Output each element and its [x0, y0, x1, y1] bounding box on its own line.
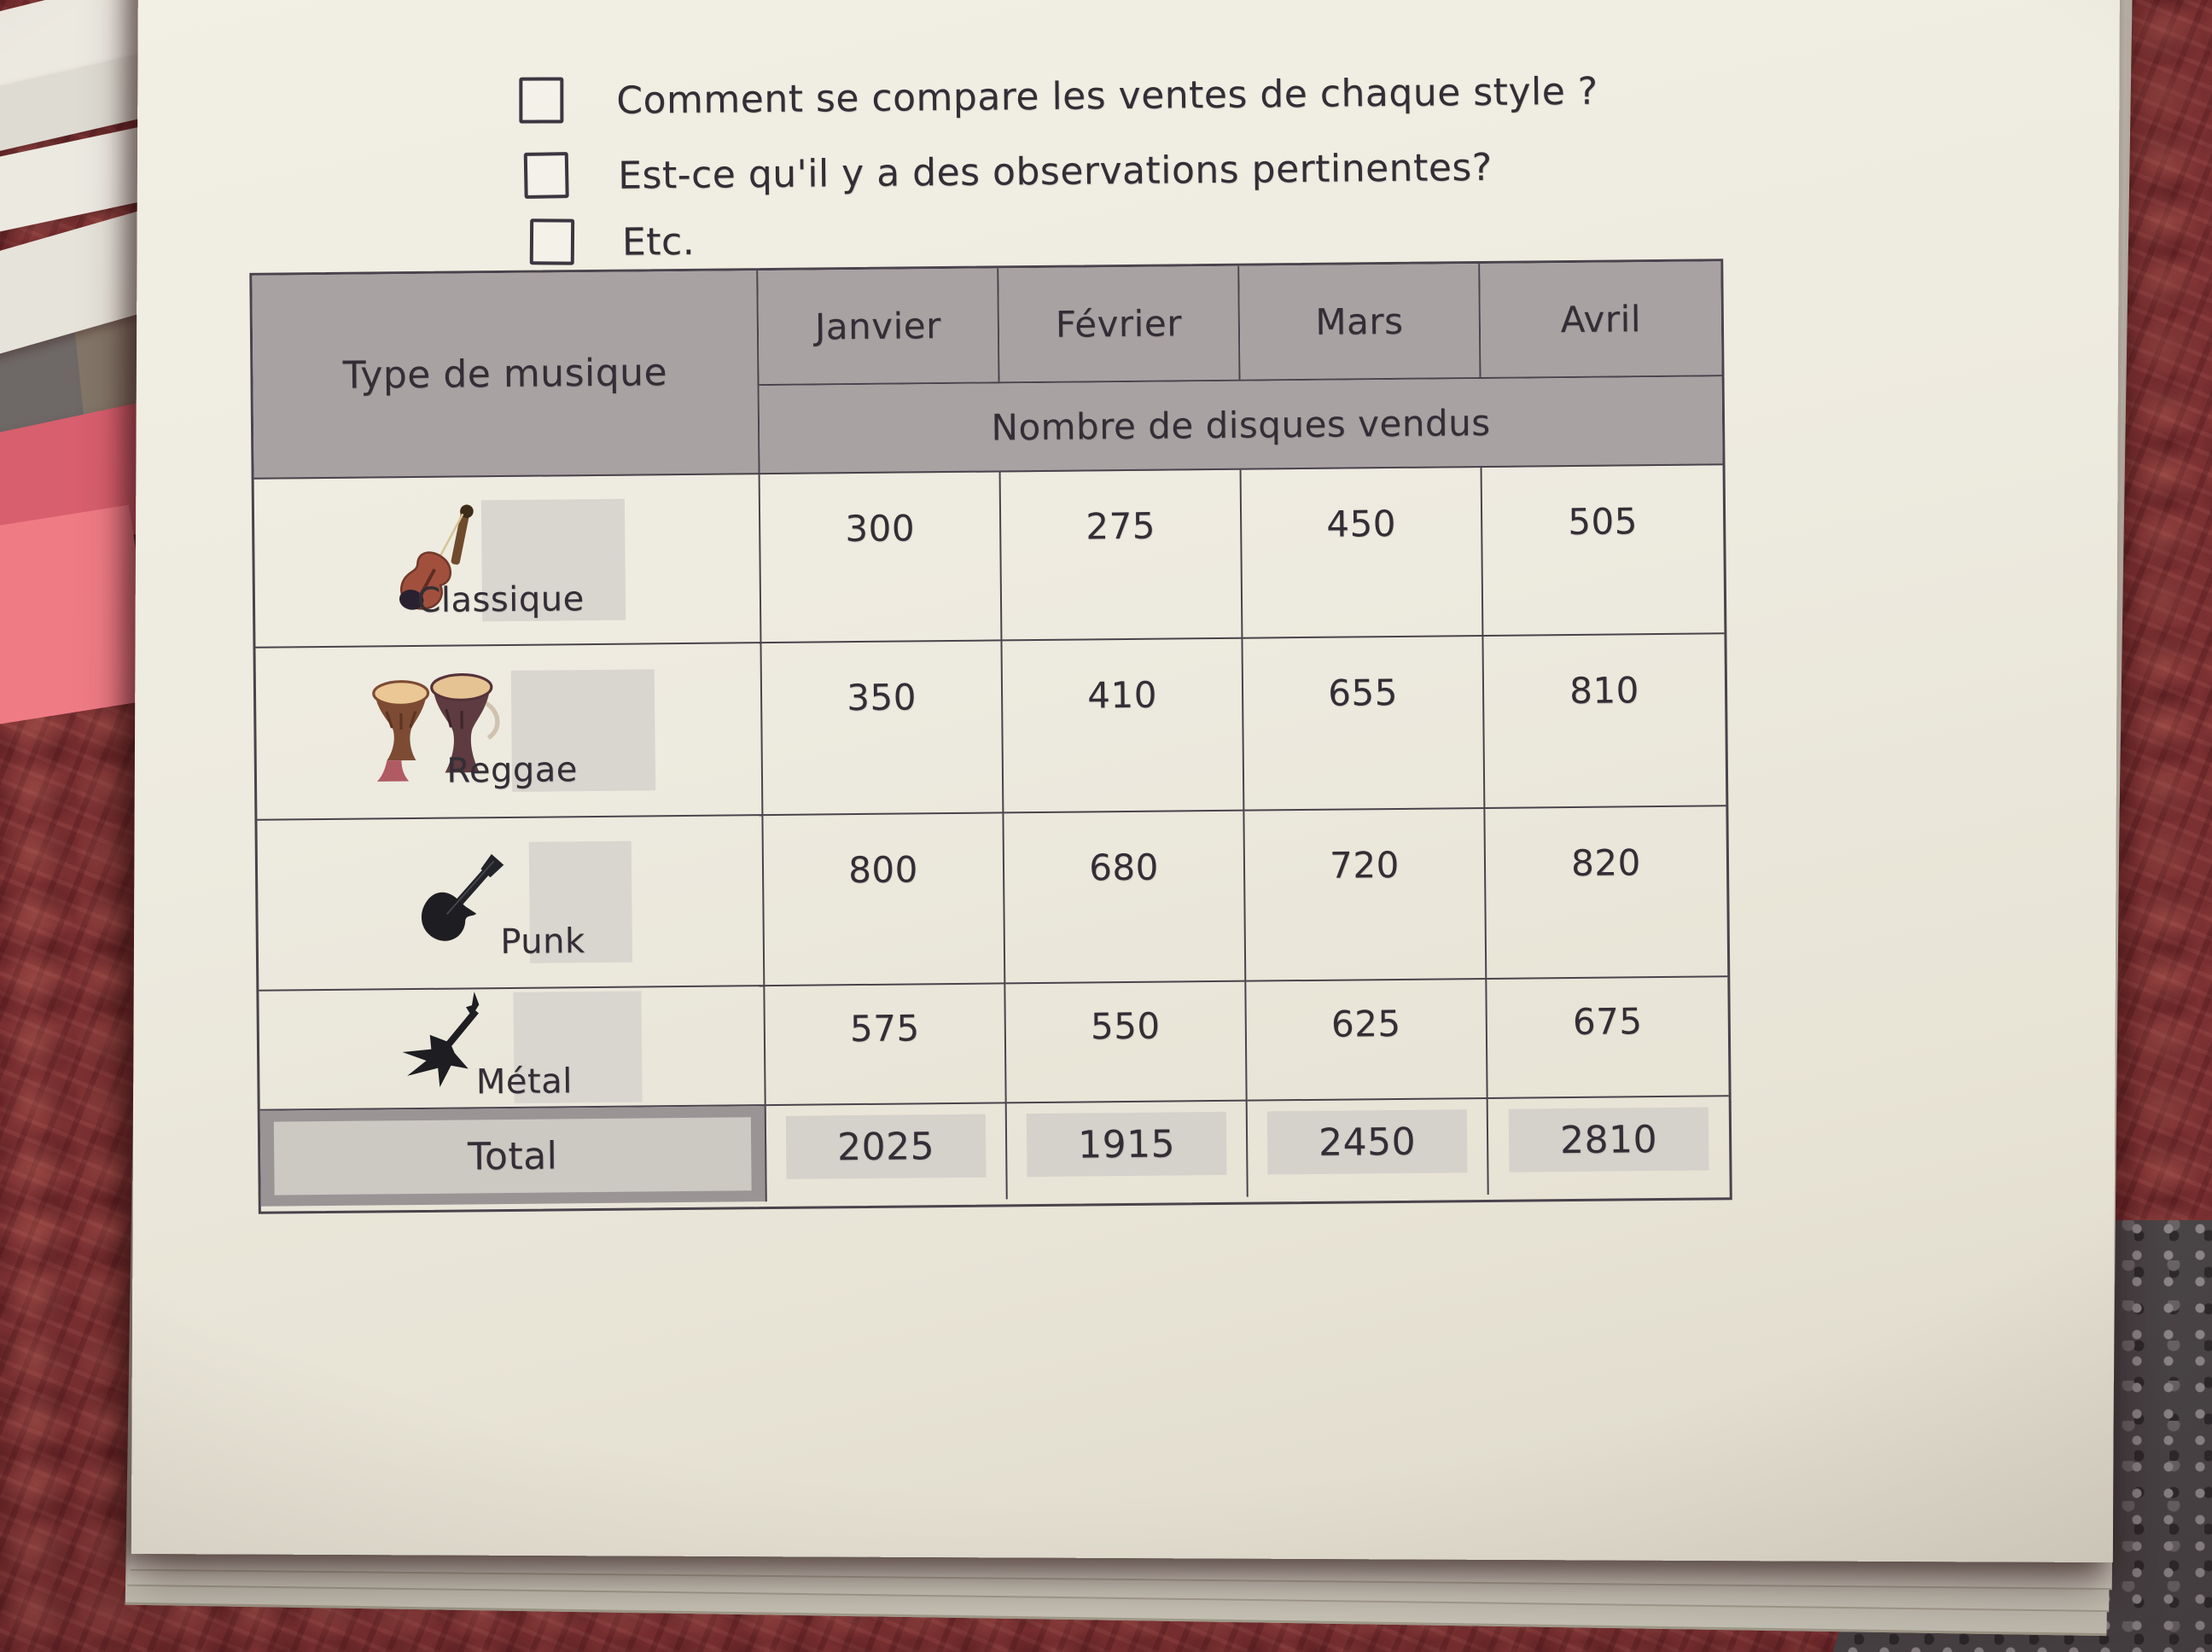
genre-label: Classique: [416, 579, 585, 620]
electric-guitar-icon: [388, 835, 527, 973]
violin-icon: [388, 497, 478, 625]
column-header-avril: Avril: [1480, 261, 1722, 380]
question-text: Etc.: [621, 219, 696, 265]
table-value: 410: [1002, 638, 1245, 814]
units-caption: Nombre de disques vendus: [759, 376, 1723, 475]
column-header-fevrier: Février: [998, 265, 1241, 384]
table-value: 625: [1246, 979, 1488, 1102]
genre-label-chip: Punk: [500, 841, 632, 963]
pointed-metal-guitar-icon: [381, 988, 510, 1108]
table-value: 820: [1485, 806, 1728, 980]
question-text: Comment se compare les ventes de chaque …: [616, 69, 1598, 123]
table-value: 300: [760, 472, 1003, 644]
genre-cell-reggae: Reggae: [255, 643, 764, 821]
question-item: Comment se compare les ventes de chaque …: [519, 67, 1598, 124]
total-cell: 2025: [765, 1103, 1008, 1202]
table-value: 550: [1005, 981, 1248, 1104]
table-value: 800: [763, 813, 1006, 987]
total-cell: 2810: [1488, 1096, 1730, 1195]
table-value: 720: [1244, 808, 1487, 982]
checkbox-icon: [519, 77, 564, 124]
genre-label: Métal: [475, 1062, 573, 1102]
question-item: Est-ce qu'il y a des observations pertin…: [523, 143, 1493, 199]
genre-label-chip: Classique: [416, 498, 626, 622]
question-item: Etc.: [529, 218, 696, 265]
table-value: 275: [1000, 469, 1243, 642]
table-value: 450: [1241, 467, 1484, 639]
column-header-mars: Mars: [1239, 264, 1481, 381]
total-cell: 2450: [1247, 1098, 1489, 1197]
total-row-header: Total: [259, 1106, 767, 1207]
total-label: Total: [273, 1117, 752, 1195]
column-header-janvier: Janvier: [758, 268, 1000, 387]
genre-cell-metal: Métal: [259, 986, 766, 1111]
djembe-drums-icon: [362, 663, 509, 801]
genre-label-chip: Métal: [476, 991, 643, 1103]
table-value: 810: [1483, 634, 1726, 809]
question-text: Est-ce qu'il y a des observations pertin…: [617, 145, 1493, 198]
total-value: 2810: [1508, 1107, 1709, 1172]
genre-cell-punk: Punk: [257, 816, 765, 992]
total-value: 2025: [785, 1114, 987, 1179]
worksheet-page: Est-ce que les ventes vont bien? Comment…: [131, 0, 2121, 1563]
total-cell: 1915: [1006, 1101, 1249, 1200]
sales-table: Type de musique Janvier Février Mars Avr…: [249, 259, 1732, 1214]
genre-label: Reggae: [446, 750, 579, 791]
row-header-type-de-musique: Type de musique: [252, 270, 760, 480]
genre-cell-classique: Classique: [253, 474, 762, 649]
table-value: 675: [1487, 977, 1729, 1099]
genre-label-chip: Reggae: [446, 669, 655, 792]
worksheet-content: Est-ce que les ventes vont bien? Comment…: [130, 0, 2127, 1568]
genre-label: Punk: [500, 922, 585, 963]
table-value: 505: [1481, 465, 1725, 637]
checkbox-icon: [529, 218, 575, 265]
table-value: 655: [1243, 636, 1486, 811]
table-value: 350: [761, 641, 1004, 817]
checkbox-icon: [523, 152, 569, 199]
table-value: 680: [1004, 811, 1247, 985]
total-value: 2450: [1266, 1109, 1468, 1175]
table-value: 575: [765, 984, 1007, 1107]
total-value: 1915: [1026, 1111, 1227, 1178]
